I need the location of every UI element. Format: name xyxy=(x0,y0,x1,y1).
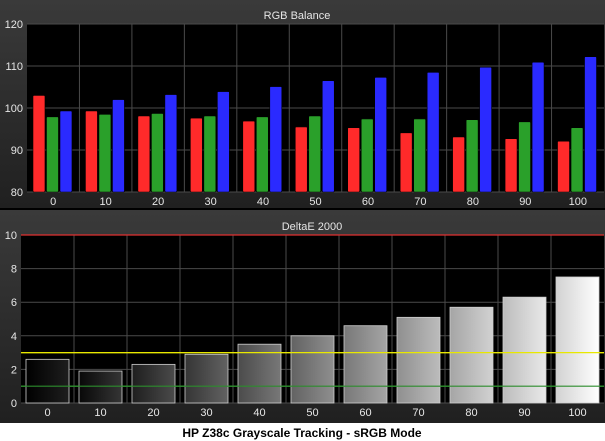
rgb-balance-y-tick-label: 120 xyxy=(5,19,23,31)
figure-caption: HP Z38c Grayscale Tracking - sRGB Mode xyxy=(182,426,422,440)
rgb-balance-bar-red xyxy=(242,120,256,193)
rgb-balance-bar-blue xyxy=(374,77,388,193)
rgb-balance-title: RGB Balance xyxy=(264,10,331,22)
rgb-balance-x-tick-label: 20 xyxy=(152,196,164,208)
deltae-x-tick-label: 60 xyxy=(359,407,371,419)
rgb-balance-bar-blue xyxy=(426,72,440,193)
rgb-balance-bar-red xyxy=(294,126,308,193)
deltae-bar xyxy=(78,370,123,404)
rgb-balance-chart: RGB Balance 80 90 100 110 120 0 10 20 30 40 50 60 70… xyxy=(0,0,605,208)
rgb-balance-bar-red xyxy=(399,132,413,193)
rgb-balance-bar-green xyxy=(46,116,59,193)
rgb-balance-bar-blue xyxy=(164,94,178,193)
rgb-balance-bar-green xyxy=(255,116,269,193)
deltae-bar xyxy=(502,296,547,404)
rgb-balance-bar-red xyxy=(32,95,46,193)
deltae-y-tick-label: 0 xyxy=(11,398,17,410)
deltae-bar xyxy=(449,306,494,404)
deltae-x-tick-label: 70 xyxy=(412,407,424,419)
rgb-balance-x-tick-label: 40 xyxy=(257,196,269,208)
rgb-balance-bar-red xyxy=(190,117,203,193)
deltae-y-tick-label: 8 xyxy=(11,264,17,276)
deltae-title: DeltaE 2000 xyxy=(282,221,343,233)
deltae-bar xyxy=(131,363,176,404)
rgb-balance-bar-green xyxy=(413,118,426,193)
deltae-bar xyxy=(396,316,441,404)
rgb-balance-bar-green xyxy=(308,115,322,193)
deltae-bar xyxy=(25,358,70,404)
rgb-balance-bar-green xyxy=(360,118,374,193)
rgb-balance-x-tick-label: 0 xyxy=(50,196,56,208)
rgb-balance-bar-blue xyxy=(531,61,545,193)
deltae-bar xyxy=(343,325,388,404)
rgb-balance-x-tick-label: 10 xyxy=(100,196,112,208)
rgb-balance-x-tick-label: 90 xyxy=(519,196,531,208)
rgb-balance-y-tick-label: 100 xyxy=(5,103,23,115)
deltae-bar xyxy=(184,353,229,404)
rgb-balance-bar-blue xyxy=(321,80,335,193)
rgb-balance-x-tick-label: 80 xyxy=(467,196,479,208)
rgb-balance-bar-green xyxy=(465,119,479,193)
rgb-balance-bar-blue xyxy=(269,86,283,193)
rgb-balance-bar-green xyxy=(151,113,164,193)
deltae-bar xyxy=(290,335,335,404)
deltae-x-tick-label: 10 xyxy=(94,407,106,419)
rgb-balance-x-tick-label: 100 xyxy=(569,196,587,208)
rgb-balance-bar-red xyxy=(137,115,151,193)
rgb-balance-bar-blue xyxy=(479,66,492,193)
rgb-balance-bar-blue xyxy=(59,110,73,193)
deltae-y-tick-label: 2 xyxy=(11,364,17,376)
deltae-x-tick-label: 20 xyxy=(147,407,159,419)
rgb-balance-bar-green xyxy=(203,115,217,193)
rgb-balance-bar-blue xyxy=(217,91,230,193)
deltae-x-tick-label: 90 xyxy=(518,407,530,419)
deltae-x-tick-label: 40 xyxy=(253,407,265,419)
deltae-y-tick-label: 4 xyxy=(11,331,17,343)
deltae-x-tick-label: 100 xyxy=(568,407,586,419)
rgb-balance-x-tick-label: 30 xyxy=(204,196,216,208)
rgb-balance-y-tick-label: 110 xyxy=(5,61,23,73)
rgb-balance-x-tick-label: 70 xyxy=(414,196,426,208)
rgb-balance-bar-red xyxy=(85,110,98,193)
rgb-balance-bar-green xyxy=(98,114,112,193)
deltae-x-tick-label: 80 xyxy=(465,407,477,419)
rgb-balance-bar-red xyxy=(452,136,465,193)
rgb-balance-x-tick-label: 60 xyxy=(362,196,374,208)
rgb-balance-bar-green xyxy=(570,127,584,193)
rgb-balance-bar-blue xyxy=(584,56,597,193)
deltae-x-tick-label: 30 xyxy=(200,407,212,419)
deltae-bar xyxy=(555,276,600,404)
deltae-bar xyxy=(237,343,282,404)
caption-background xyxy=(0,423,605,441)
deltae-x-tick-label: 50 xyxy=(306,407,318,419)
rgb-balance-bar-red xyxy=(557,140,570,193)
deltae-x-tick-label: 0 xyxy=(44,407,50,419)
deltae-y-tick-label: 10 xyxy=(5,230,17,242)
rgb-balance-bar-red xyxy=(504,138,518,193)
deltae-y-tick-label: 6 xyxy=(11,297,17,309)
rgb-balance-bar-blue xyxy=(112,99,125,193)
rgb-balance-x-tick-label: 50 xyxy=(309,196,321,208)
rgb-balance-y-tick-label: 80 xyxy=(11,187,23,199)
rgb-balance-bar-red xyxy=(347,127,361,193)
rgb-balance-y-tick-label: 90 xyxy=(11,145,23,157)
rgb-balance-bar-green xyxy=(518,121,531,193)
